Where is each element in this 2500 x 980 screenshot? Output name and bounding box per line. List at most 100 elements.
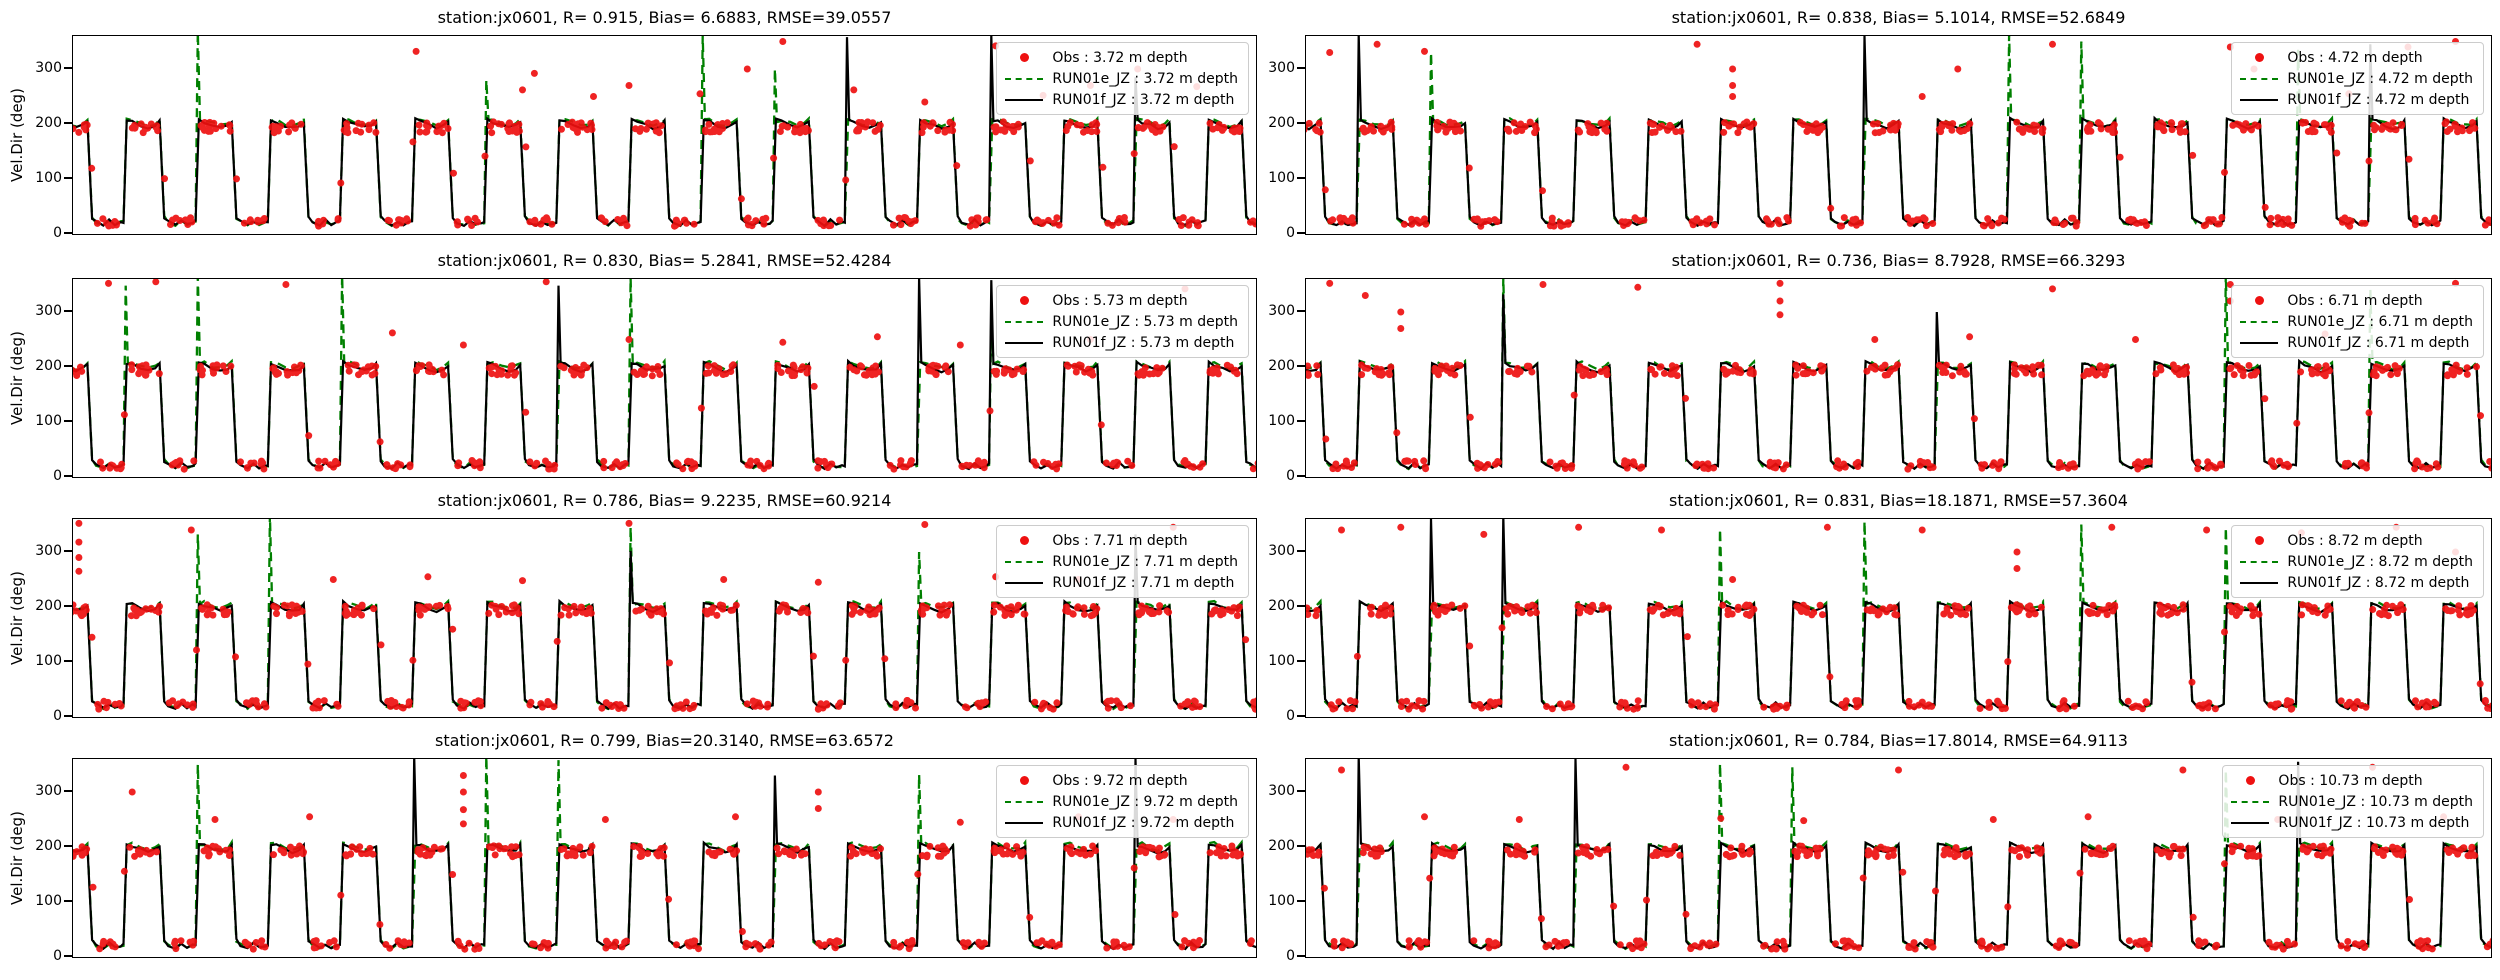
obs-scatter [73,772,1255,953]
legend-label: Obs : 10.73 m depth [2278,772,2423,789]
chart-canvas [73,519,1256,713]
obs-scatter [1306,763,2491,953]
y-tick-mark [64,122,72,124]
dashed-line-icon [2240,320,2279,323]
run01e-line [73,519,1256,711]
y-tick-mark [1297,900,1305,902]
legend-item: RUN01e_JZ : 4.72 m depth [2240,68,2473,89]
legend-item: RUN01f_JZ : 9.72 m depth [1005,812,1238,833]
obs-dot-icon [1005,776,1043,785]
legend: Obs : 9.72 m depth RUN01e_JZ : 9.72 m de… [996,765,1249,838]
plot-area: Obs : 3.72 m depth RUN01e_JZ : 3.72 m de… [72,35,1257,235]
legend-label: RUN01f_JZ : 10.73 m depth [2278,814,2470,831]
y-tick-label: 300 [1268,303,1295,319]
legend-item: RUN01f_JZ : 6.71 m depth [2240,332,2473,353]
obs-dot-icon [2240,536,2278,545]
y-tick-label: 100 [35,893,62,909]
subplot-title: station:jx0601, R= 0.838, Bias= 5.1014, … [1671,8,2126,27]
y-tick-mark [1297,475,1305,477]
legend-label: RUN01f_JZ : 9.72 m depth [1052,814,1235,831]
dashed-line-icon [1005,800,1044,803]
solid-line-icon [1005,581,1044,584]
y-tick-label: 300 [35,60,62,76]
solid-line-icon [1005,341,1044,344]
legend-item: RUN01f_JZ : 4.72 m depth [2240,89,2473,110]
obs-scatter [73,519,1256,713]
obs-dot-icon [2240,53,2278,62]
run01e-line [73,36,1256,228]
y-tick-mark [1297,365,1305,367]
plot-area: Obs : 8.72 m depth RUN01e_JZ : 8.72 m de… [1305,518,2492,718]
y-tick-label: 200 [1268,838,1295,854]
legend-item: RUN01f_JZ : 5.73 m depth [1005,332,1238,353]
y-tick-mark [1297,605,1305,607]
legend-label: RUN01e_JZ : 5.73 m depth [1052,313,1238,330]
legend-label: RUN01f_JZ : 5.73 m depth [1052,334,1235,351]
legend-label: Obs : 9.72 m depth [1052,772,1188,789]
y-tick-mark [1297,310,1305,312]
legend-label: RUN01e_JZ : 6.71 m depth [2287,313,2473,330]
solid-line-icon [1005,98,1044,101]
y-tick-label: 100 [35,413,62,429]
y-tick-mark [1297,232,1305,234]
legend: Obs : 7.71 m depth RUN01e_JZ : 7.71 m de… [996,525,1249,598]
legend-label: Obs : 4.72 m depth [2287,49,2423,66]
legend-label: Obs : 6.71 m depth [2287,292,2423,309]
dashed-line-icon [2240,77,2279,80]
legend-item: Obs : 6.71 m depth [2240,290,2473,311]
legend-item: RUN01e_JZ : 6.71 m depth [2240,311,2473,332]
y-tick-label: 100 [1268,653,1295,669]
legend-label: RUN01f_JZ : 6.71 m depth [2287,334,2470,351]
y-tick-mark [64,790,72,792]
y-tick-mark [64,475,72,477]
obs-scatter [1306,279,2491,473]
y-tick-mark [64,605,72,607]
obs-dot-icon [2240,296,2278,305]
legend-item: RUN01e_JZ : 9.72 m depth [1005,791,1238,812]
chart-canvas [1306,279,2491,473]
legend-item: RUN01e_JZ : 3.72 m depth [1005,68,1238,89]
y-tick-label: 0 [53,708,62,724]
legend-label: RUN01e_JZ : 7.71 m depth [1052,553,1238,570]
obs-scatter [73,38,1256,230]
y-tick-label: 300 [1268,543,1295,559]
y-tick-mark [1297,550,1305,552]
legend: Obs : 3.72 m depth RUN01e_JZ : 3.72 m de… [996,42,1249,115]
y-tick-label: 200 [1268,358,1295,374]
y-tick-label: 100 [1268,170,1295,186]
y-tick-mark [64,177,72,179]
plot-area: Obs : 6.71 m depth RUN01e_JZ : 6.71 m de… [1305,278,2492,478]
y-tick-mark [64,660,72,662]
legend-item: Obs : 7.71 m depth [1005,530,1238,551]
subplot-title: station:jx0601, R= 0.831, Bias=18.1871, … [1669,491,2128,510]
legend-item: Obs : 5.73 m depth [1005,290,1238,311]
y-tick-label: 300 [1268,60,1295,76]
chart-canvas [73,36,1256,230]
y-tick-label: 200 [35,838,62,854]
dashed-line-icon [1005,320,1044,323]
legend-label: Obs : 8.72 m depth [2287,532,2423,549]
subplot-title: station:jx0601, R= 0.784, Bias=17.8014, … [1669,731,2128,750]
dashed-line-icon [1005,560,1044,563]
legend-label: Obs : 7.71 m depth [1052,532,1188,549]
legend-label: RUN01e_JZ : 4.72 m depth [2287,70,2473,87]
y-tick-mark [64,550,72,552]
y-tick-mark [1297,660,1305,662]
plot-area: Obs : 4.72 m depth RUN01e_JZ : 4.72 m de… [1305,35,2492,235]
y-tick-mark [64,420,72,422]
subplot-title: station:jx0601, R= 0.786, Bias= 9.2235, … [437,491,892,510]
legend-label: RUN01f_JZ : 8.72 m depth [2287,574,2470,591]
y-tick-mark [1297,420,1305,422]
legend-item: RUN01e_JZ : 8.72 m depth [2240,551,2473,572]
run01e-line [1306,763,2491,951]
y-tick-label: 300 [35,783,62,799]
legend: Obs : 6.71 m depth RUN01e_JZ : 6.71 m de… [2231,285,2484,358]
dashed-line-icon [2240,560,2279,563]
y-tick-mark [64,67,72,69]
y-tick-label: 200 [35,598,62,614]
legend: Obs : 10.73 m depth RUN01e_JZ : 10.73 m … [2222,765,2484,838]
y-tick-label: 100 [1268,893,1295,909]
legend-item: RUN01f_JZ : 3.72 m depth [1005,89,1238,110]
y-tick-mark [64,715,72,717]
